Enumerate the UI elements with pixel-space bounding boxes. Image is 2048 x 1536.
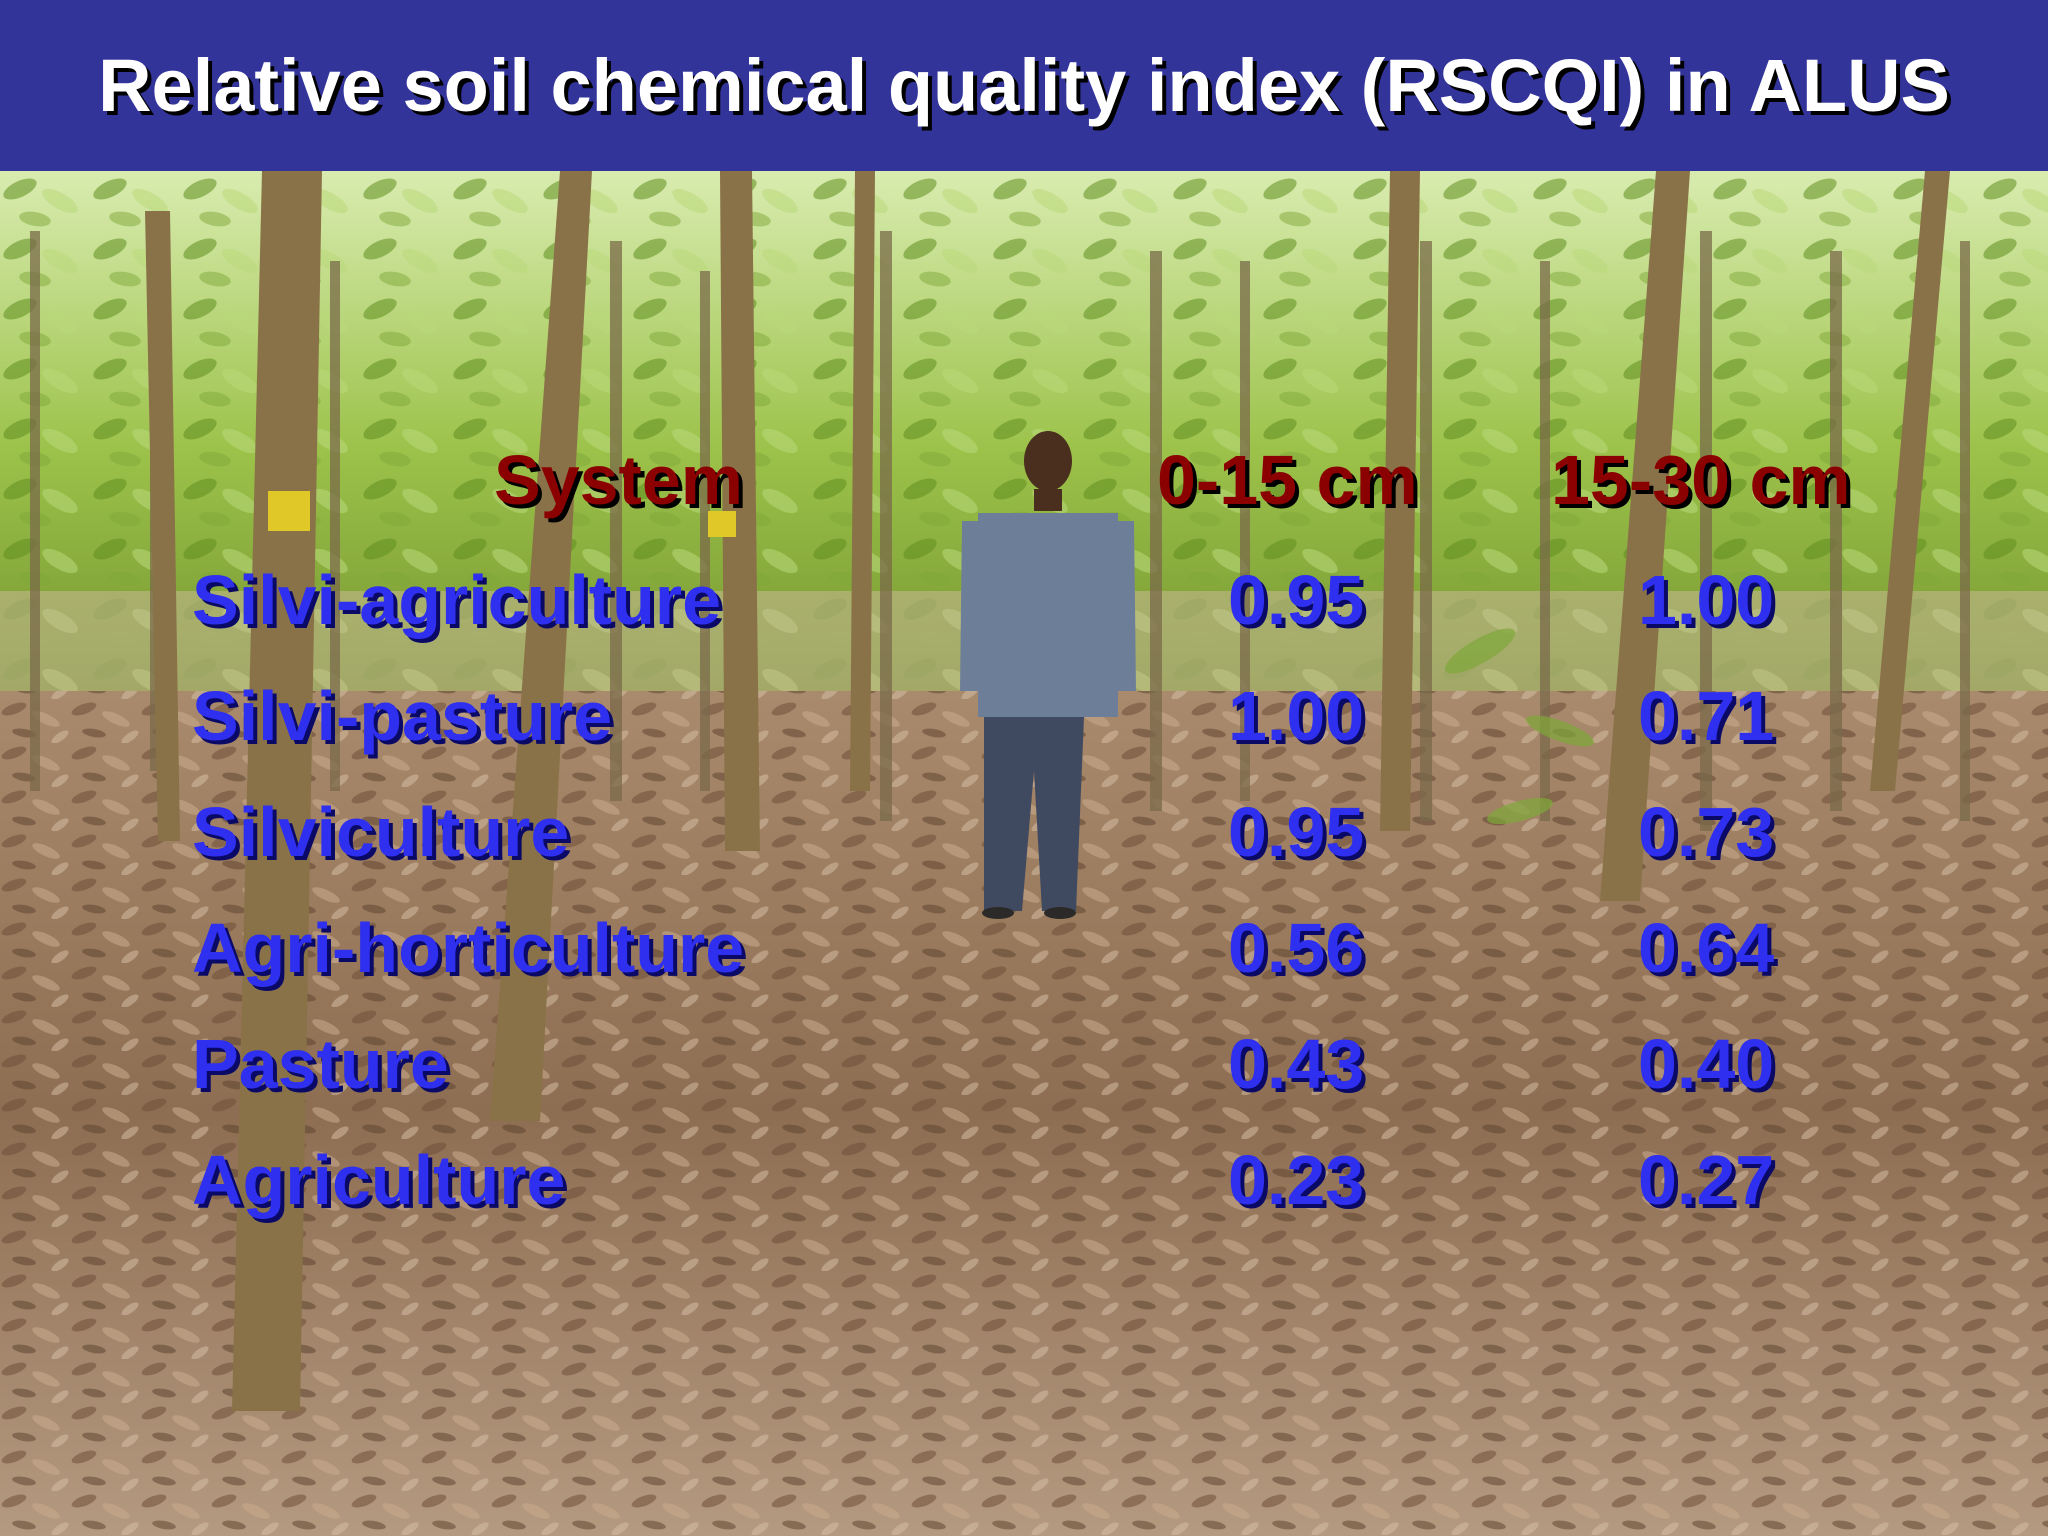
header-depth-0-15: 0-15 cm [1157, 441, 1418, 519]
value-0-15: 0.56 [1228, 909, 1365, 987]
value-0-15: 0.95 [1228, 793, 1365, 871]
value-0-15: 0.43 [1228, 1025, 1365, 1103]
value-15-30: 0.40 [1638, 1025, 1775, 1103]
header-depth-15-30: 15-30 cm [1551, 441, 1851, 519]
table-row: Silvi-agriculture 0.95 1.00 [0, 558, 2048, 642]
table-row: Silviculture 0.95 0.73 [0, 790, 2048, 874]
table-row: Agriculture 0.23 0.27 [0, 1138, 2048, 1222]
value-0-15: 0.95 [1228, 561, 1365, 639]
value-15-30: 0.27 [1638, 1141, 1775, 1219]
value-15-30: 1.00 [1638, 561, 1775, 639]
system-name: Silviculture [192, 793, 570, 871]
value-0-15: 0.23 [1228, 1141, 1365, 1219]
plantation-photo [0, 171, 2048, 1536]
value-15-30: 0.64 [1638, 909, 1775, 987]
system-name: Agriculture [192, 1141, 566, 1219]
system-name: Silvi-pasture [192, 677, 613, 755]
background-photo [0, 171, 2048, 1536]
value-0-15: 1.00 [1228, 677, 1365, 755]
header-system: System [494, 441, 744, 519]
table-row: Pasture 0.43 0.40 [0, 1022, 2048, 1106]
person-figure [960, 431, 1136, 919]
table-row: Agri-horticulture 0.56 0.64 [0, 906, 2048, 990]
system-name: Agri-horticulture [192, 909, 745, 987]
value-15-30: 0.71 [1638, 677, 1775, 755]
value-15-30: 0.73 [1638, 793, 1775, 871]
system-name: Pasture [192, 1025, 449, 1103]
system-name: Silvi-agriculture [192, 561, 722, 639]
title-banner: Relative soil chemical quality index (RS… [0, 0, 2048, 171]
slide-title: Relative soil chemical quality index (RS… [98, 44, 1950, 127]
table-row: Silvi-pasture 1.00 0.71 [0, 674, 2048, 758]
